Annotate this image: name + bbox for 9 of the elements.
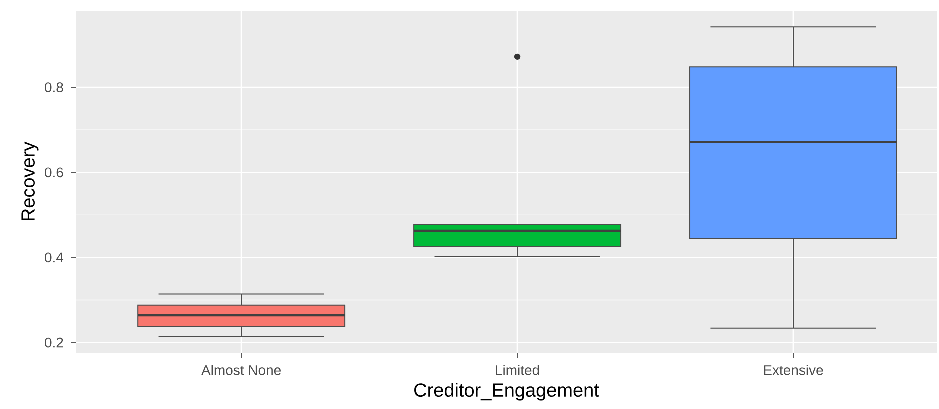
y-tick-label: 0.2: [45, 338, 64, 348]
x-tick-label: Extensive: [764, 365, 824, 376]
y-axis-title: Recovery: [22, 142, 39, 221]
x-tick-label: Almost None: [202, 365, 281, 376]
x-axis-title: Creditor_Engagement: [414, 383, 600, 401]
x-tick-label: Limited: [496, 365, 540, 376]
y-tick-label: 0.8: [45, 82, 64, 93]
y-tick-label: 0.6: [45, 168, 64, 178]
y-tick-label: 0.4: [45, 252, 64, 263]
